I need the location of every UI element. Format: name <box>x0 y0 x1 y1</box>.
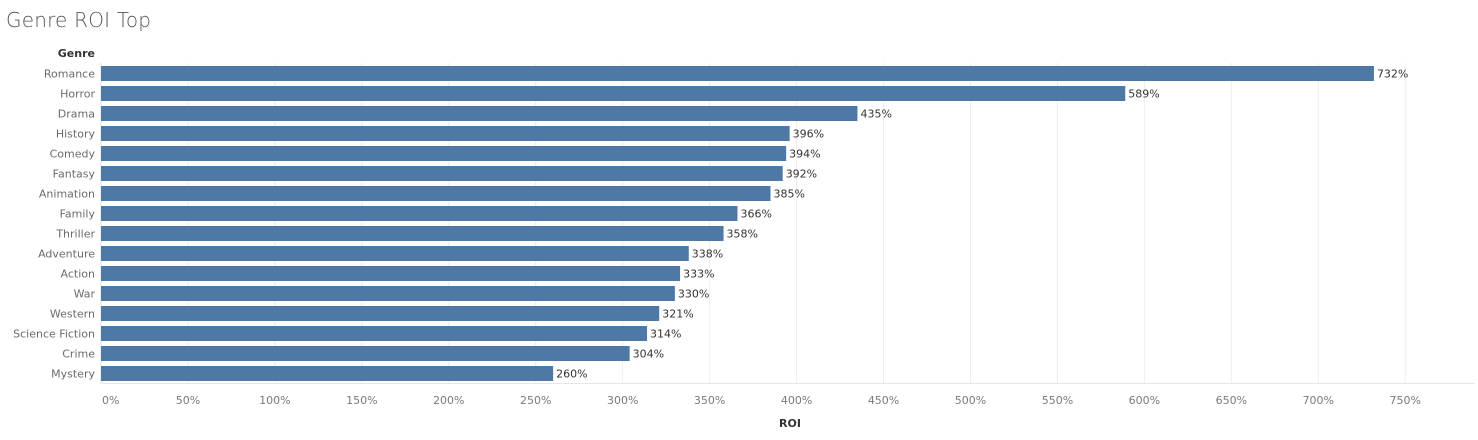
bar-value-label: 330% <box>678 288 709 301</box>
category-label: Comedy <box>50 148 96 161</box>
bar-value-label: 396% <box>793 128 824 141</box>
x-tick-label: 50% <box>176 394 200 407</box>
bar-value-label: 394% <box>789 148 820 161</box>
bar[interactable] <box>101 266 681 281</box>
category-label: Western <box>50 308 95 321</box>
category-label: War <box>74 288 96 301</box>
x-tick-label: 650% <box>1216 394 1247 407</box>
category-label: Mystery <box>51 368 95 381</box>
bars <box>101 66 1374 381</box>
category-label: Romance <box>44 68 95 81</box>
category-label: History <box>56 128 96 141</box>
bar[interactable] <box>101 366 554 381</box>
bar-value-label: 321% <box>662 308 693 321</box>
bar-value-label: 732% <box>1377 68 1408 81</box>
category-label: Adventure <box>38 248 95 261</box>
x-tick-label: 350% <box>694 394 725 407</box>
bar[interactable] <box>101 346 630 361</box>
x-tick-label: 500% <box>955 394 986 407</box>
y-axis-header: Genre <box>57 47 95 60</box>
bar[interactable] <box>101 86 1126 101</box>
bar-value-label: 304% <box>633 348 664 361</box>
bar[interactable] <box>101 166 783 181</box>
x-tick-label: 550% <box>1042 394 1073 407</box>
x-tick-label: 0% <box>102 394 119 407</box>
bar[interactable] <box>101 246 689 261</box>
bar[interactable] <box>101 206 738 221</box>
category-labels: Romance Horror Drama History Comedy Fantasy An… <box>13 68 95 381</box>
category-label: Science Fiction <box>13 328 95 341</box>
grid-lines <box>100 63 1475 384</box>
bar-value-label: 260% <box>556 368 587 381</box>
x-tick-label: 700% <box>1303 394 1334 407</box>
category-label: Drama <box>58 108 95 121</box>
chart-title: Genre ROI Top <box>6 8 152 32</box>
category-label: Family <box>60 208 96 221</box>
x-tick-label: 750% <box>1390 394 1421 407</box>
category-label: Animation <box>39 188 95 201</box>
x-tick-label: 300% <box>607 394 638 407</box>
bar[interactable] <box>101 126 790 141</box>
bar[interactable] <box>101 106 858 121</box>
category-label: Fantasy <box>53 168 96 181</box>
category-label: Action <box>61 268 95 281</box>
category-label: Horror <box>60 88 95 101</box>
bar-value-label: 333% <box>683 268 714 281</box>
bar-value-label: 338% <box>692 248 723 261</box>
bar-value-label: 314% <box>650 328 681 341</box>
bar-value-label: 366% <box>740 208 771 221</box>
x-tick-labels: 0% 50% 100% 150% 200% 250% 300% 350% 400% 450% 500… <box>102 394 1421 407</box>
bar[interactable] <box>101 146 787 161</box>
bar[interactable] <box>101 286 675 301</box>
bar-value-label: 392% <box>786 168 817 181</box>
bar-value-label: 435% <box>860 108 891 121</box>
x-tick-label: 450% <box>868 394 899 407</box>
bar[interactable] <box>101 226 724 241</box>
category-label: Thriller <box>55 228 95 241</box>
x-tick-label: 150% <box>346 394 377 407</box>
bar[interactable] <box>101 326 648 341</box>
x-tick-label: 250% <box>520 394 551 407</box>
category-label: Crime <box>62 348 95 361</box>
x-tick-label: 200% <box>433 394 464 407</box>
bar[interactable] <box>101 186 771 201</box>
x-tick-label: 400% <box>781 394 812 407</box>
bar[interactable] <box>101 306 660 321</box>
bar-value-label: 358% <box>727 228 758 241</box>
bar-value-label: 385% <box>774 188 805 201</box>
data-labels: 732% 589% 435% 396% 394% 392% 385%366% 358% 338%… <box>556 68 1408 381</box>
bar-value-label: 589% <box>1128 88 1159 101</box>
x-axis-title: ROI <box>779 417 801 430</box>
x-tick-label: 600% <box>1129 394 1160 407</box>
bar[interactable] <box>101 66 1374 81</box>
x-tick-label: 100% <box>259 394 290 407</box>
